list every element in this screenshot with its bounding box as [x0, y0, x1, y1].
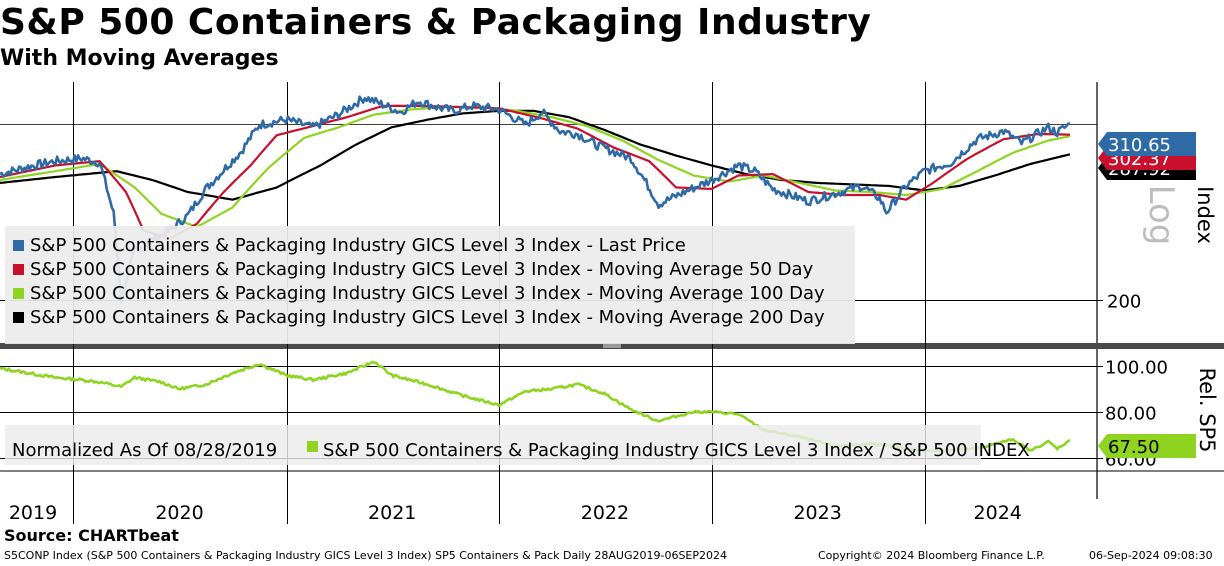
- legend-swatch: [13, 264, 24, 275]
- y-tick-label-lower: 100.00: [1105, 358, 1168, 379]
- legend-entry: S&P 500 Containers & Packaging Industry …: [30, 307, 825, 328]
- tag-relative: 67.50: [1098, 434, 1196, 458]
- panel-divider-grip: [603, 344, 621, 348]
- lower-legend-background: [5, 425, 981, 465]
- series-ma-200: [0, 109, 1071, 201]
- legend-entry: S&P 500 Containers & Packaging Industry …: [30, 283, 825, 304]
- legend-swatch: [13, 288, 24, 299]
- tag-relative-text: 67.50: [1108, 437, 1160, 458]
- legend-entry: S&P 500 Containers & Packaging Industry …: [30, 235, 686, 256]
- series-ma-100: [0, 106, 1071, 229]
- tag-last-price-text: 310.65: [1108, 135, 1171, 156]
- x-tick-label-2021: 2021: [368, 502, 416, 524]
- chart-subtitle: With Moving Averages: [0, 46, 279, 71]
- upper-legend: S&P 500 Containers & Packaging Industry …: [5, 226, 855, 344]
- legend-entry: S&P 500 Containers & Packaging Industry …: [323, 440, 1030, 461]
- x-tick-label-2023: 2023: [793, 502, 841, 524]
- footer-copyright: Copyright© 2024 Bloomberg Finance L.P.: [818, 549, 1045, 562]
- log-scale-label: Log: [1141, 185, 1181, 246]
- y-axis-title-lower: Rel. SP5: [1195, 367, 1219, 452]
- y-axis-title-upper: Index: [1193, 186, 1217, 244]
- footer-timestamp: 06-Sep-2024 09:08:30: [1089, 549, 1213, 562]
- tag-relative-shape: [1098, 434, 1196, 458]
- footer-ticker-description: S5CONP Index (S&P 500 Containers & Packa…: [4, 549, 727, 562]
- legend-swatch: [13, 312, 24, 323]
- x-tick-label-2020: 2020: [155, 502, 203, 524]
- series-last-price: [0, 95, 1071, 304]
- upper-legend-background: [5, 226, 855, 344]
- normalized-label: Normalized As Of 08/28/2019: [12, 440, 277, 461]
- source-label: Source: CHARTbeat: [4, 526, 179, 545]
- x-tick-label-2024: 2024: [974, 502, 1022, 524]
- chart-title: S&P 500 Containers & Packaging Industry: [0, 2, 872, 43]
- tag-last-price-shape: [1098, 132, 1196, 156]
- tag-last-price: 310.65: [1098, 132, 1196, 156]
- legend-swatch: [13, 240, 24, 251]
- x-tick-label-2022: 2022: [581, 502, 629, 524]
- series-ma-50: [0, 104, 1071, 240]
- legend-swatch: [307, 441, 318, 452]
- y-tick-label-lower: 80.00: [1105, 404, 1157, 425]
- y-tick-label-upper: 200: [1107, 292, 1141, 313]
- x-tick-label-2019: 2019: [9, 502, 57, 524]
- lower-legend: Normalized As Of 08/28/2019 S&P 500 Conta…: [5, 425, 1030, 465]
- legend-entry: S&P 500 Containers & Packaging Industry …: [30, 259, 814, 280]
